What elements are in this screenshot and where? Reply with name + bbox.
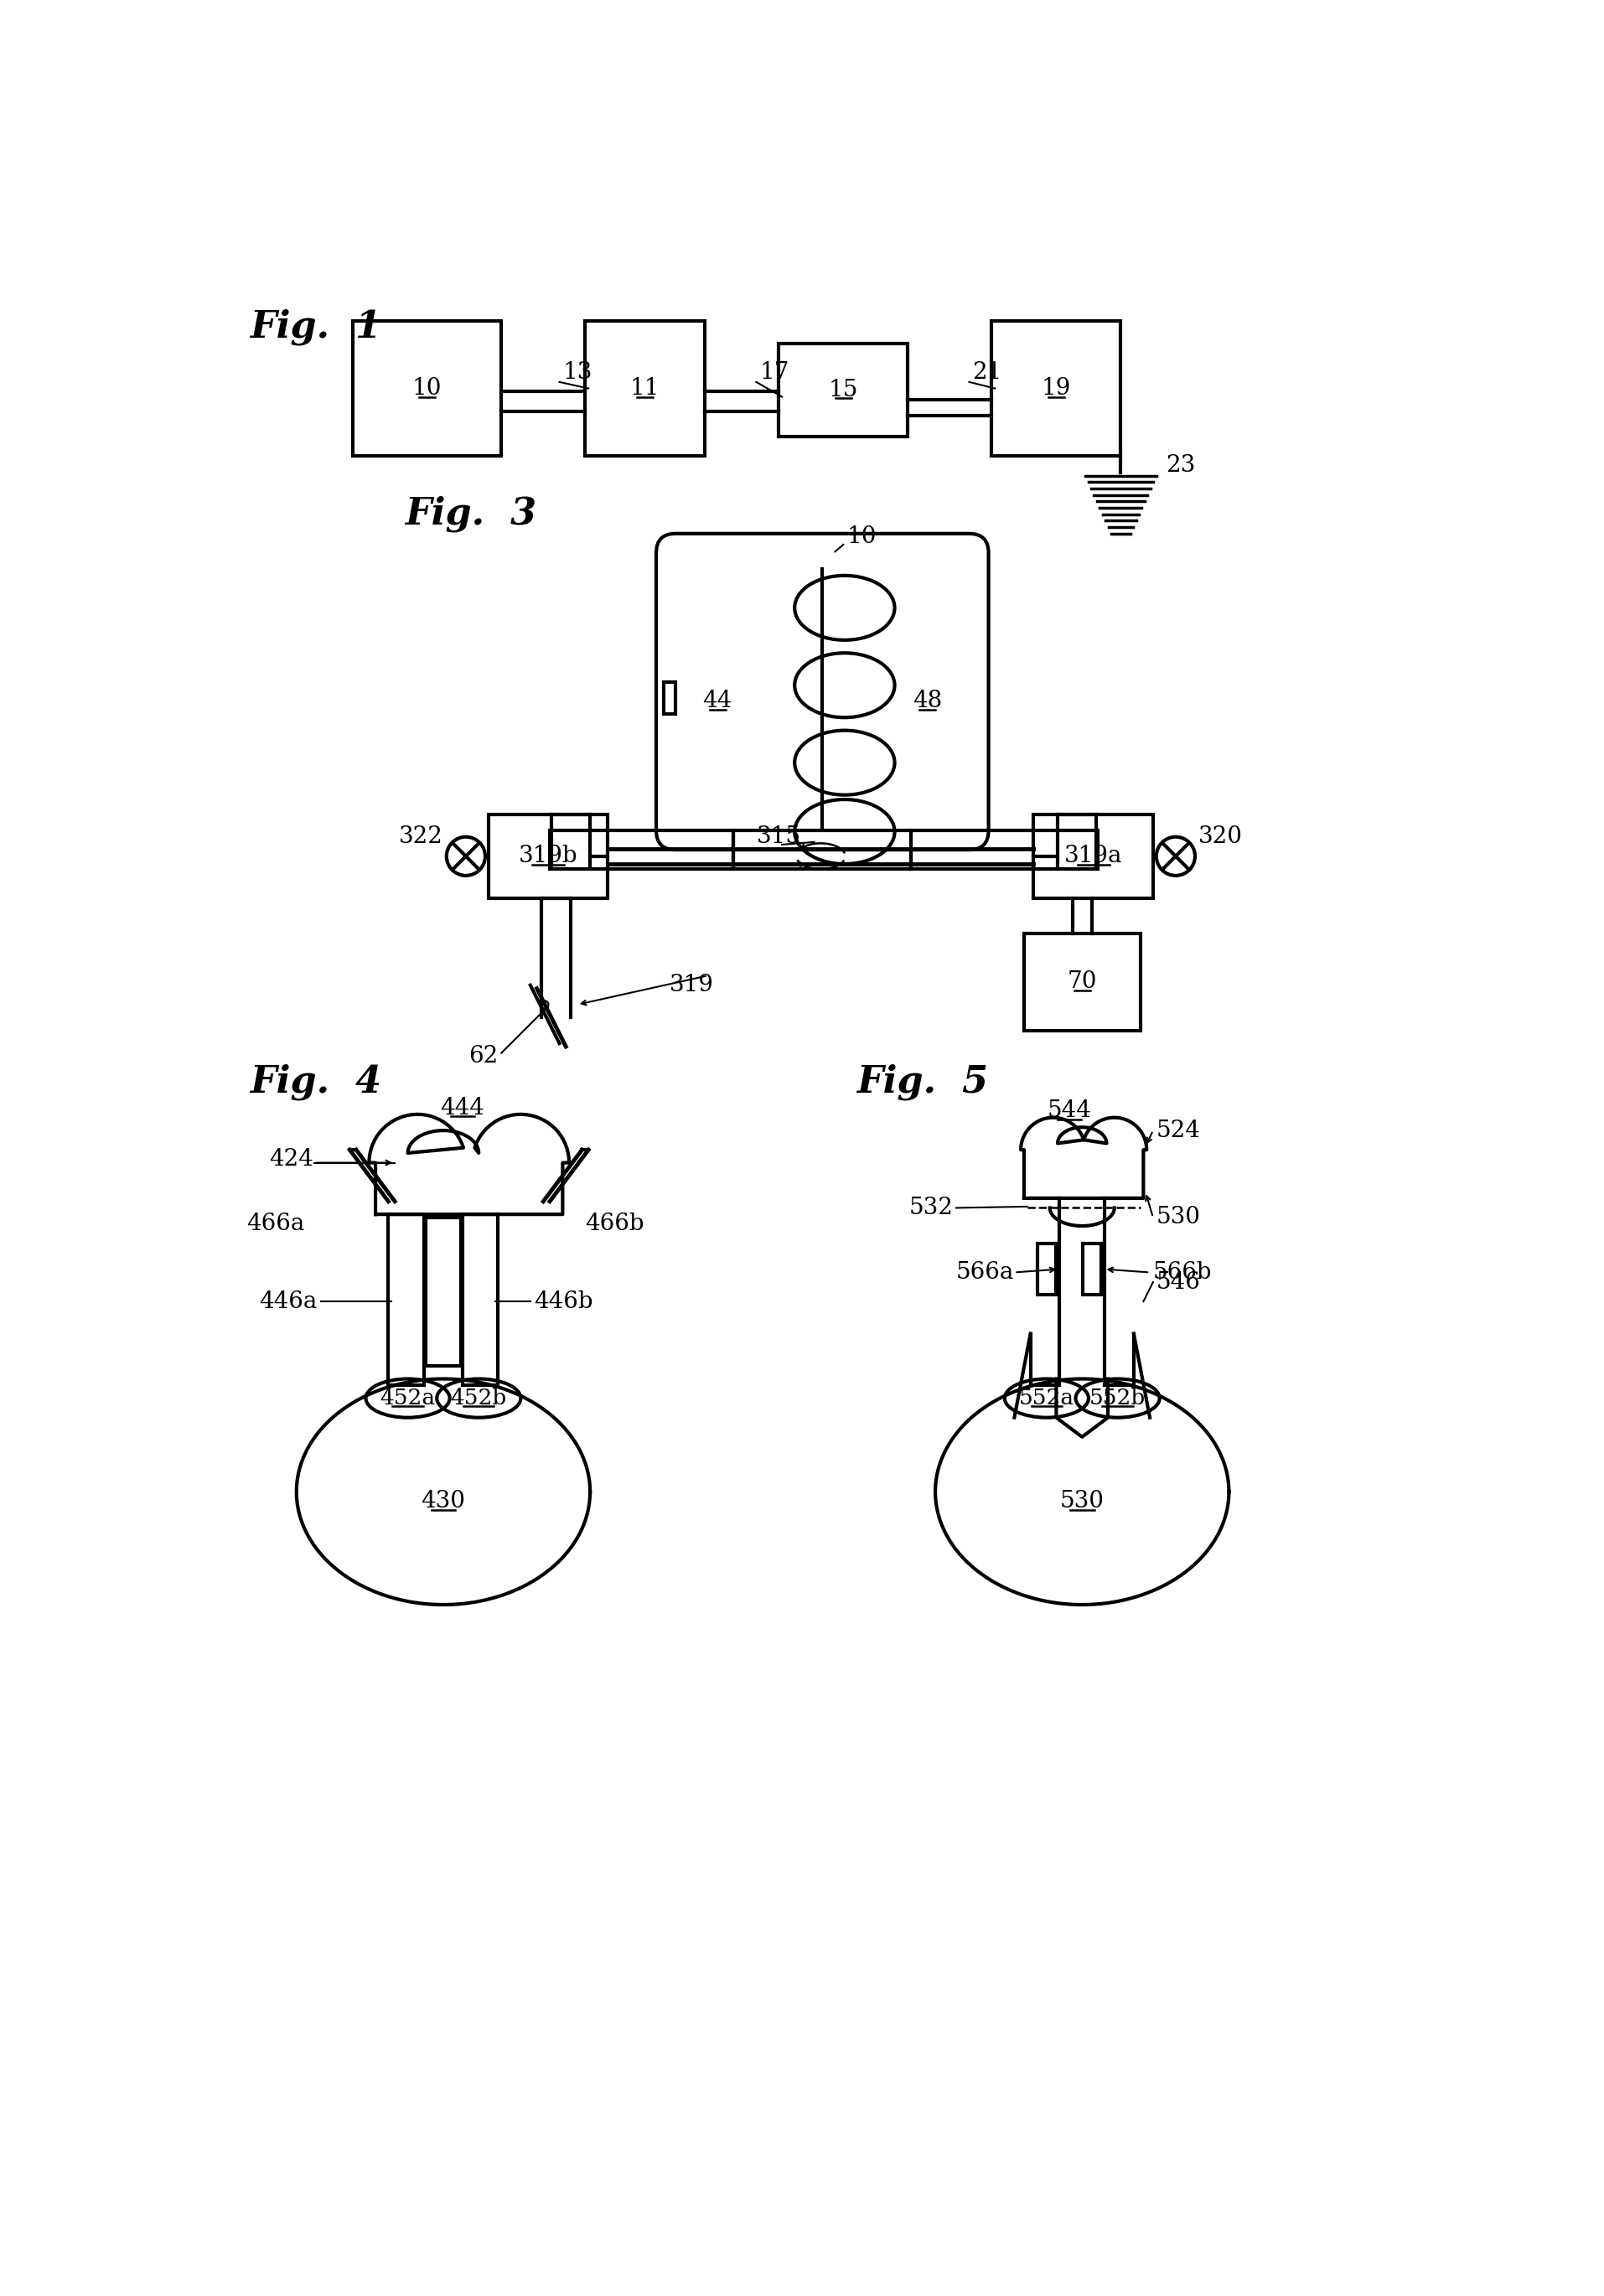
Text: 62: 62 [468,1045,499,1068]
Text: 19: 19 [1041,377,1071,400]
Bar [550,831,733,870]
Text: 466a: 466a [247,1212,305,1235]
Text: 319a: 319a [1065,845,1123,868]
Text: 524: 524 [1156,1118,1201,1141]
Bar [489,815,608,898]
Text: 452b: 452b [451,1387,507,1410]
Text: 446a: 446a [260,1290,318,1313]
Bar [425,1217,460,1366]
Bar [1033,815,1153,898]
Bar [388,1215,423,1384]
Text: Fig.  4: Fig. 4 [250,1063,382,1100]
Text: 424: 424 [269,1148,313,1171]
Text: 10: 10 [847,526,876,549]
Text: 21: 21 [972,360,1002,383]
Text: 530: 530 [1060,1490,1104,1513]
Text: 466b: 466b [585,1212,645,1235]
Bar [462,1215,499,1384]
Text: 44: 44 [703,691,733,712]
Text: 11: 11 [630,377,659,400]
Text: 48: 48 [913,691,942,712]
Text: 13: 13 [563,360,592,383]
Bar [1083,1244,1100,1295]
Text: 10: 10 [412,377,443,400]
Text: 15: 15 [829,379,858,402]
Bar [911,831,1099,870]
Text: 430: 430 [422,1490,465,1513]
Text: 446b: 446b [534,1290,593,1313]
Text: 452a: 452a [380,1387,435,1410]
Text: 546: 546 [1156,1270,1201,1293]
Bar [1038,1244,1055,1295]
Text: 532: 532 [909,1196,953,1219]
Text: 17: 17 [759,360,789,383]
Bar [1023,934,1140,1031]
Bar [780,344,908,436]
Text: 530: 530 [1156,1205,1201,1228]
Text: 544: 544 [1047,1100,1091,1123]
Text: Fig.  3: Fig. 3 [404,496,536,533]
Text: 552b: 552b [1089,1387,1145,1410]
Bar [733,831,911,870]
Text: 319b: 319b [518,845,577,868]
Text: 322: 322 [398,827,443,847]
Bar [585,321,704,457]
Text: 23: 23 [1166,455,1195,478]
Text: 320: 320 [1198,827,1243,847]
Text: 70: 70 [1067,971,1097,994]
Text: 566a: 566a [956,1261,1014,1283]
Text: 444: 444 [441,1097,484,1118]
Text: Fig.  1: Fig. 1 [250,310,382,344]
Text: 566b: 566b [1153,1261,1213,1283]
Text: 319: 319 [669,974,714,996]
Bar [991,321,1121,457]
Text: 315: 315 [757,827,800,847]
Text: Fig.  5: Fig. 5 [857,1063,988,1100]
Text: 552a: 552a [1019,1387,1075,1410]
Bar [664,682,675,714]
Bar [353,321,502,457]
